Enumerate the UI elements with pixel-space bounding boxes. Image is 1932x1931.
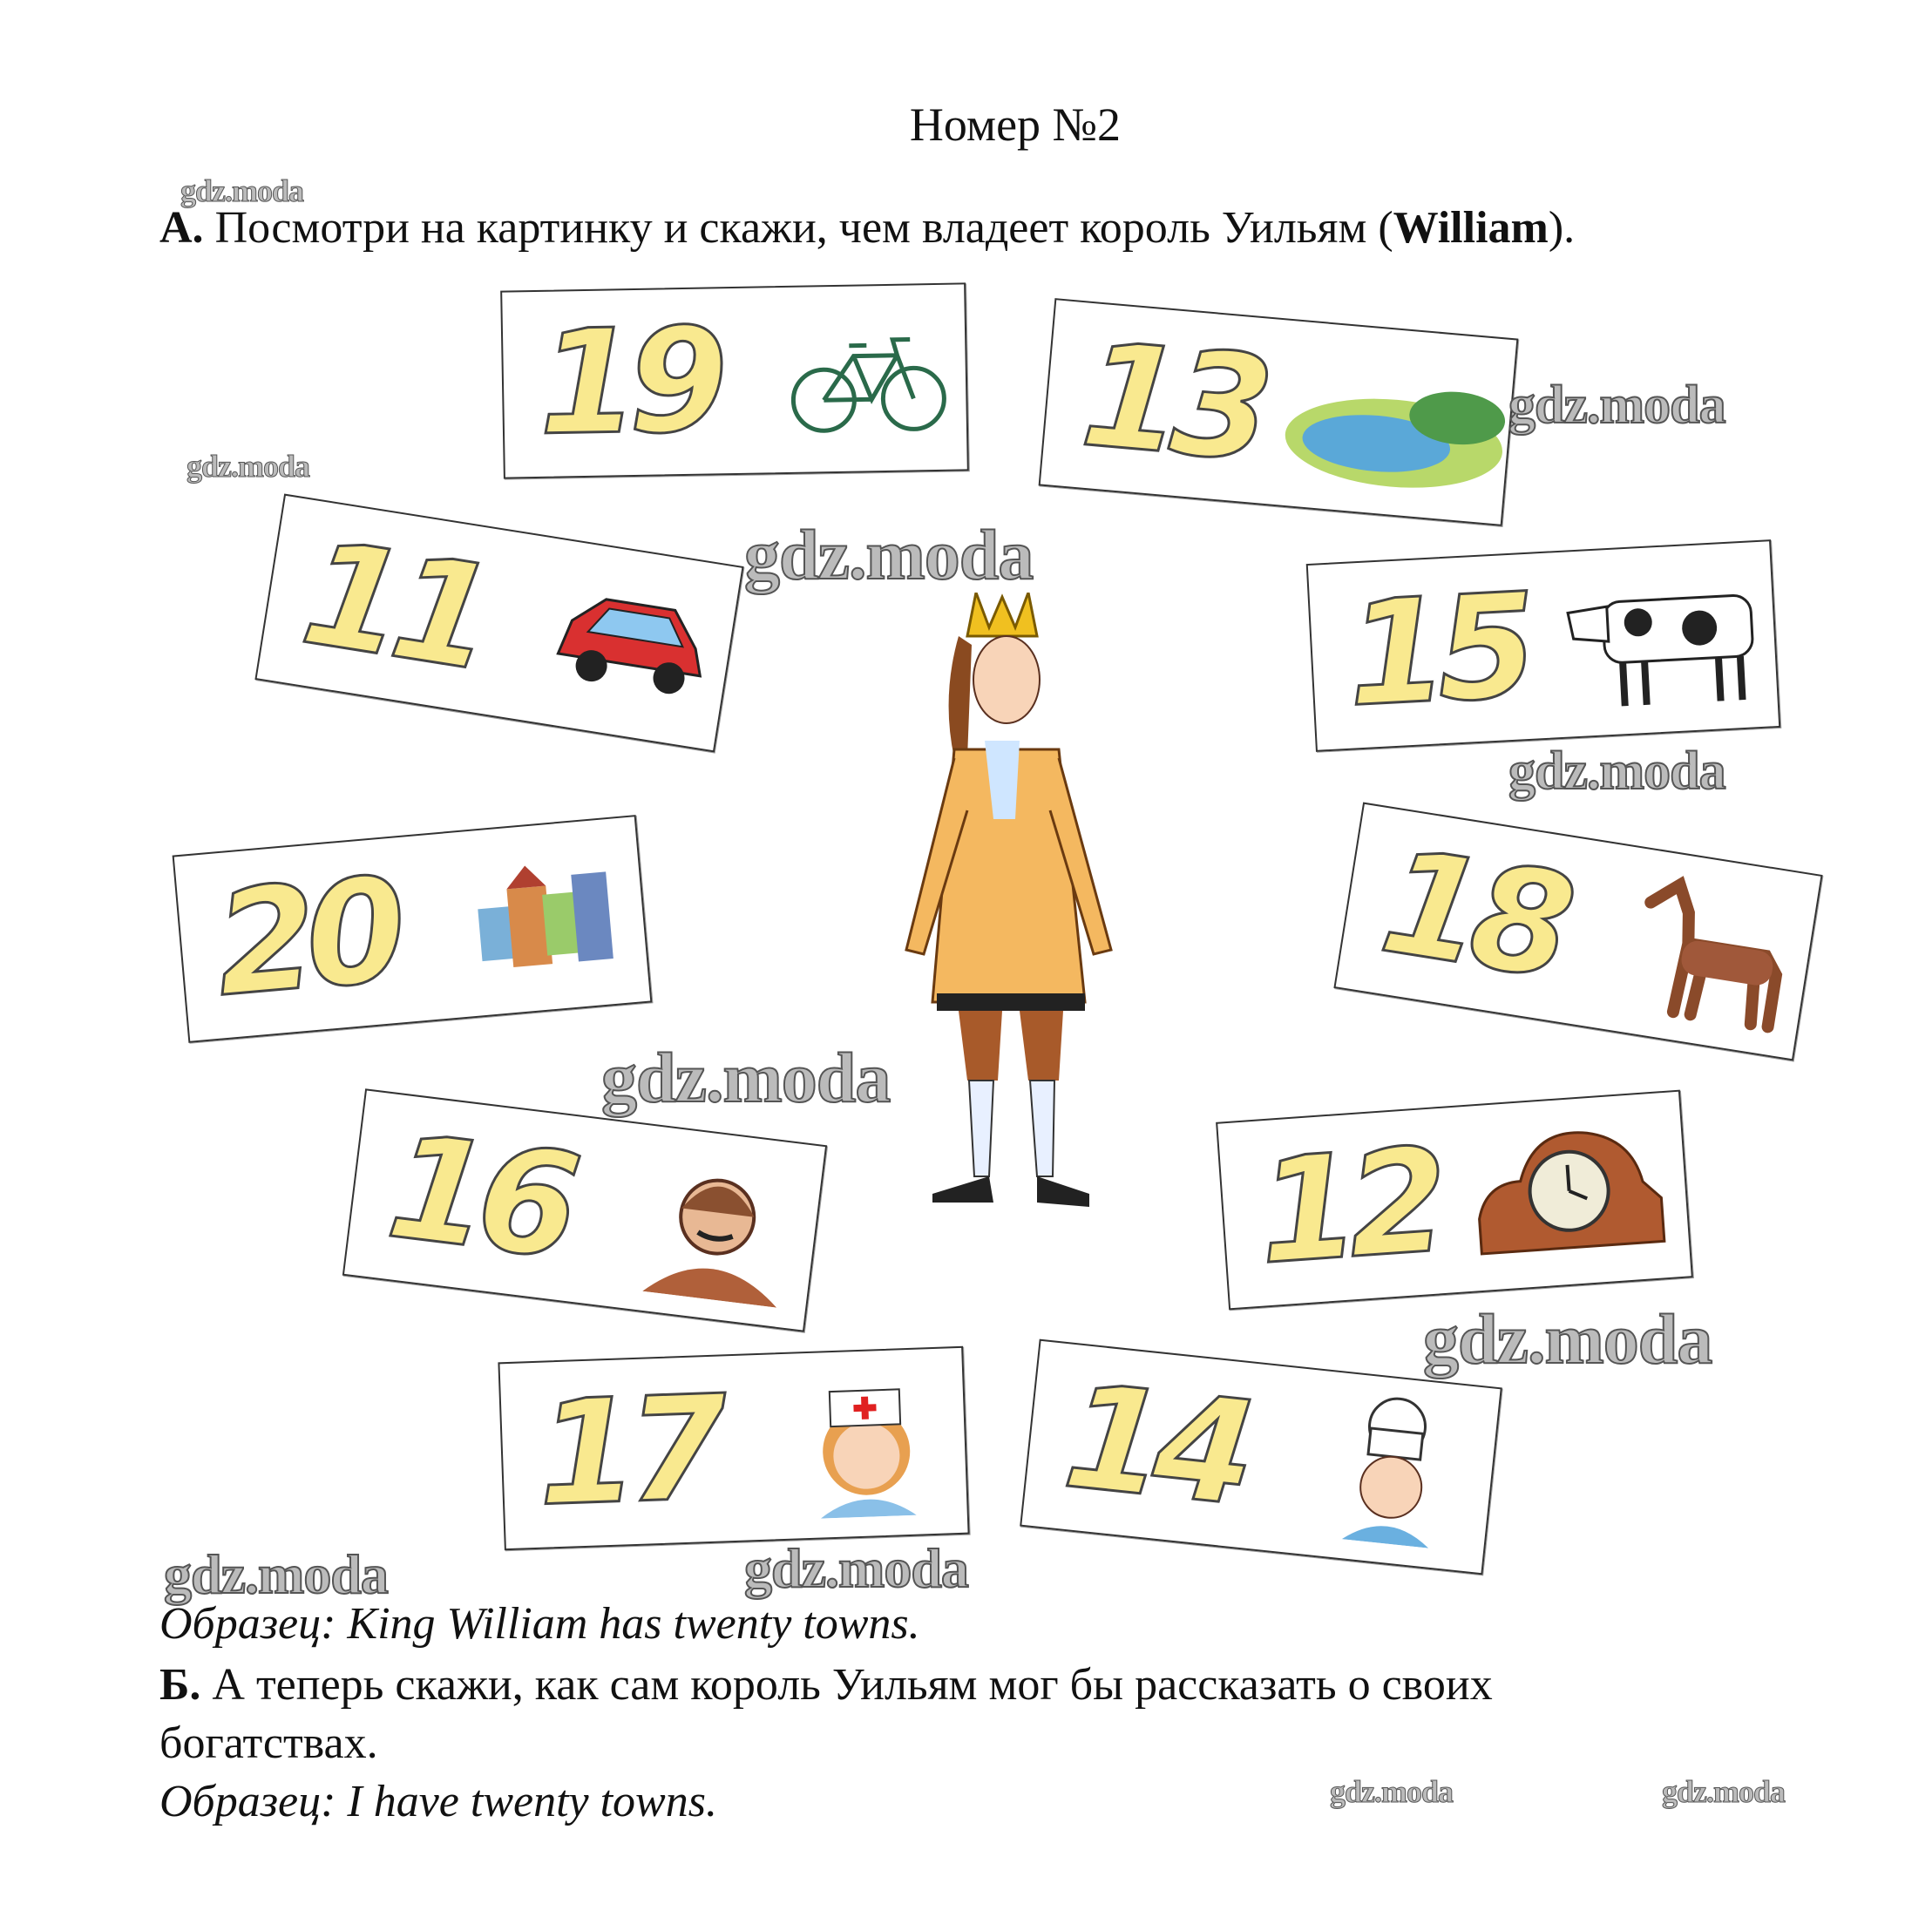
pond-icon <box>1285 391 1506 488</box>
card-number: 20 <box>208 845 404 1030</box>
task-b-label: Б. <box>159 1660 201 1710</box>
task-a-name: William <box>1393 203 1549 253</box>
chef-icon <box>1341 1397 1429 1548</box>
task-b: Б. А теперь скажи, как сам король Уильям… <box>159 1659 1493 1711</box>
cow-icon <box>1566 594 1754 707</box>
page-title: Номер №2 <box>909 98 1122 151</box>
task-b-continued: богатствах. <box>159 1718 378 1768</box>
card-number: 11 <box>291 507 497 703</box>
horse-icon <box>1644 876 1783 1033</box>
clock-icon <box>1478 1131 1666 1256</box>
task-b-text: А теперь скажи, как сам король Уильям мо… <box>200 1660 1493 1710</box>
task-a: А. Посмотри на картинку и скажи, чем вла… <box>159 202 1575 254</box>
watermark: gdz.moda <box>743 514 1034 595</box>
task-a-text: Посмотри на картинку и скажи, чем владее… <box>203 203 1393 253</box>
watermark: gdz.moda <box>1508 375 1727 436</box>
watermark: gdz.moda <box>163 1542 390 1606</box>
card-14-chef: 14 <box>1020 1338 1502 1575</box>
town-icon <box>478 865 613 968</box>
task-a-end: ). <box>1548 203 1576 253</box>
card-number: 14 <box>1056 1352 1255 1539</box>
watermark: gdz.moda <box>186 449 310 484</box>
card-12-clock: 12 <box>1216 1089 1693 1311</box>
card-number: 19 <box>536 295 721 469</box>
card-number: 16 <box>379 1101 580 1292</box>
card-18-horse: 18 <box>1333 802 1823 1061</box>
card-number: 12 <box>1251 1115 1445 1297</box>
example-a: Образец: King William has twenty towns. <box>159 1599 920 1649</box>
watermark: gdz.moda <box>1422 1298 1713 1379</box>
card-20-town: 20 <box>172 815 653 1043</box>
card-19-bicycle: 19 <box>500 282 969 479</box>
pilot-icon <box>642 1178 777 1308</box>
card-11-car: 11 <box>254 493 744 753</box>
car-icon <box>556 598 702 694</box>
card-number: 18 <box>1370 816 1576 1012</box>
watermark: gdz.moda <box>1329 1774 1454 1810</box>
watermark: gdz.moda <box>180 173 304 209</box>
card-number: 13 <box>1074 309 1271 494</box>
watermark: gdz.moda <box>600 1037 891 1118</box>
card-number: 17 <box>533 1363 721 1539</box>
bicycle-icon <box>790 336 946 433</box>
watermark: gdz.moda <box>743 1536 970 1600</box>
card-13-pond: 13 <box>1038 298 1519 526</box>
nurse-icon <box>820 1388 917 1519</box>
card-number: 15 <box>1342 561 1532 740</box>
example-b: Образец: I have twenty towns. <box>159 1777 717 1826</box>
king-figure <box>905 593 1113 1207</box>
watermark: gdz.moda <box>1661 1774 1786 1810</box>
task-a-label: А. <box>159 203 204 253</box>
card-15-cow: 15 <box>1305 539 1781 752</box>
card-17-nurse: 17 <box>498 1345 970 1551</box>
watermark: gdz.moda <box>1508 741 1727 802</box>
card-16-pilot: 16 <box>342 1088 828 1332</box>
